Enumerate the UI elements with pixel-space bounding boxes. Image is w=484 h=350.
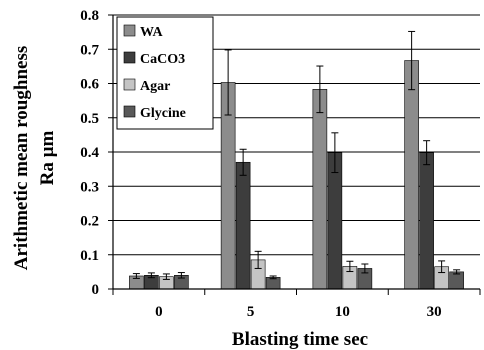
x-tick-label: 0: [155, 304, 163, 320]
bar-wa-10: [312, 89, 328, 290]
legend-swatch-glycine: [123, 105, 136, 118]
bar-caco3-30: [419, 152, 434, 290]
legend-swatch-wa: [123, 24, 136, 37]
legend-label-wa: WA: [140, 25, 163, 40]
y-tick-label: 0.7: [80, 42, 99, 58]
y-tick-label: 0.1: [80, 248, 99, 264]
legend-label-glycine: Glycine: [140, 106, 186, 121]
x-tick-label: 10: [335, 304, 350, 320]
bar-caco3-5: [235, 161, 251, 290]
legend-swatch-agar: [123, 78, 136, 91]
y-tick-label: 0.4: [80, 145, 99, 161]
y-tick-label: 0.2: [80, 214, 99, 230]
error-bars: [132, 30, 461, 280]
y-tick-label: 0: [92, 282, 100, 298]
axes: [108, 14, 481, 295]
bar-caco3-10: [327, 152, 343, 290]
y-axis-title-line1: Arithmetic mean roughness: [11, 46, 32, 270]
y-tick-label: 0.3: [80, 179, 99, 195]
legend-label-agar: Agar: [140, 79, 170, 94]
y-tick-labels: 0 0.1 0.2 0.3 0.4 0.5 0.6 0.7 0.8: [80, 8, 99, 298]
legend: WA CaCO3 Agar Glycine: [116, 16, 214, 130]
y-tick-label: 0.6: [80, 77, 99, 93]
bar-wa-30: [404, 60, 419, 290]
legend-label-caco3: CaCO3: [140, 52, 185, 67]
y-tick-label: 0.8: [80, 8, 99, 24]
x-tick-label: 30: [427, 304, 442, 320]
bar-glycine-30: [449, 271, 464, 290]
y-tick-label: 0.5: [80, 111, 99, 127]
x-axis-title: Blasting time sec: [232, 329, 368, 350]
legend-swatch-caco3: [123, 51, 136, 64]
x-tick-labels: 0 5 10 30: [155, 304, 442, 320]
y-axis-title-line2: Ra µm: [37, 130, 58, 185]
x-tick-label: 5: [247, 304, 255, 320]
